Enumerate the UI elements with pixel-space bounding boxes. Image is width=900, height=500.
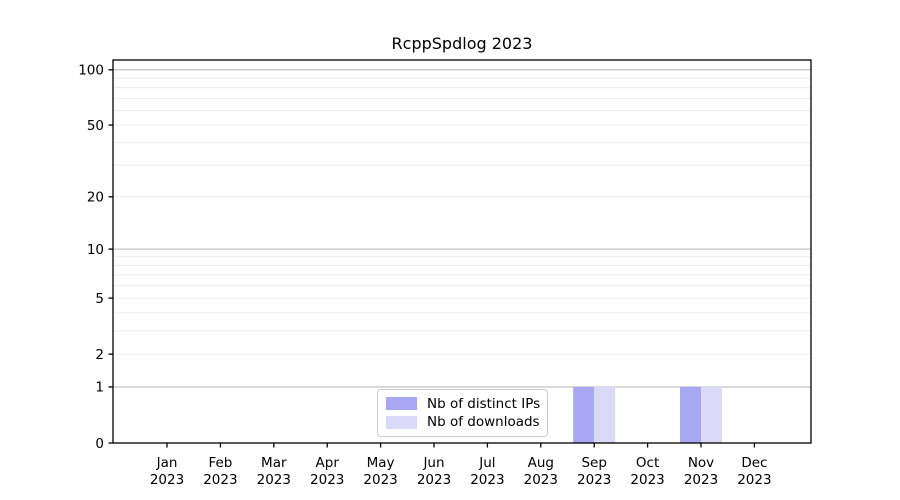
x-tick-label-month: Jul — [478, 455, 495, 471]
y-tick-label: 50 — [87, 118, 104, 134]
bar-downloads — [594, 386, 616, 443]
y-tick-label: 20 — [87, 190, 104, 206]
legend-swatch-distinct-ips — [386, 397, 417, 411]
legend-swatch-downloads — [386, 415, 417, 429]
legend-label-downloads: Nb of downloads — [427, 414, 540, 431]
x-tick-label-month: Jun — [422, 455, 444, 471]
x-tick-label-year: 2023 — [524, 472, 558, 488]
x-tick-label-month: Oct — [636, 455, 659, 471]
x-tick-label-year: 2023 — [417, 472, 451, 488]
x-tick-label-year: 2023 — [363, 472, 397, 488]
x-tick-label-month: Nov — [688, 455, 714, 471]
x-tick-label-year: 2023 — [630, 472, 664, 488]
x-tick-label-year: 2023 — [577, 472, 611, 488]
y-tick-label: 2 — [95, 347, 104, 363]
x-tick-label-month: Sep — [581, 455, 606, 471]
chart-title: RcppSpdlog 2023 — [391, 34, 533, 53]
x-tick-label-year: 2023 — [310, 472, 344, 488]
y-tick-label: 10 — [87, 242, 104, 258]
legend: Nb of distinct IPs Nb of downloads — [377, 389, 548, 437]
x-tick-label-year: 2023 — [684, 472, 718, 488]
y-tick-label: 5 — [95, 291, 104, 307]
x-tick-label-year: 2023 — [203, 472, 237, 488]
plot-border — [112, 59, 812, 444]
legend-entry-distinct-ips: Nb of distinct IPs — [386, 395, 541, 412]
y-tick-label: 1 — [95, 380, 104, 396]
x-tick-label-month: Jan — [156, 455, 178, 471]
x-tick-label-month: Dec — [741, 455, 767, 471]
x-tick-label-month: May — [367, 455, 395, 471]
legend-label-distinct-ips: Nb of distinct IPs — [427, 395, 541, 412]
bar-downloads — [701, 386, 722, 443]
bar-distinct-ips — [573, 386, 595, 443]
x-tick-label-year: 2023 — [257, 472, 291, 488]
x-tick-label-month: Feb — [208, 455, 232, 471]
x-tick-label-year: 2023 — [150, 472, 184, 488]
x-tick-label-year: 2023 — [737, 472, 771, 488]
x-tick-label-month: Aug — [528, 455, 554, 471]
y-tick-label: 100 — [78, 63, 104, 79]
legend-entry-downloads: Nb of downloads — [386, 414, 540, 431]
bar-distinct-ips — [680, 386, 701, 443]
x-tick-label-month: Apr — [316, 455, 340, 471]
y-tick-label: 0 — [95, 436, 104, 452]
x-tick-label-year: 2023 — [470, 472, 504, 488]
x-tick-label-month: Mar — [261, 455, 287, 471]
